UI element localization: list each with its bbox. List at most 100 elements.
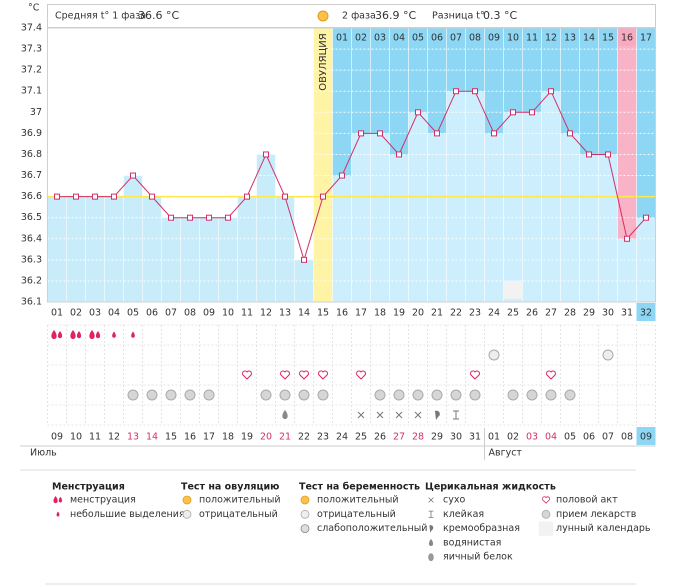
date: 09: [640, 432, 652, 443]
legend-item: слабоположительный: [317, 523, 427, 534]
drop: [112, 331, 116, 338]
y-tick-label: 36.9: [21, 128, 42, 139]
legend-item: водянистая: [443, 537, 501, 548]
legend-item: кремообразная: [443, 523, 520, 534]
pill: [260, 389, 272, 401]
heart: [546, 370, 556, 380]
date: 07: [602, 432, 614, 443]
icon-положительный: [300, 495, 310, 505]
pill: [127, 389, 139, 401]
cycle-day: 05: [127, 308, 139, 319]
dot: [300, 509, 310, 519]
legend-item: положительный: [317, 495, 399, 506]
phase2-label: 2 фаза: [342, 11, 376, 22]
icon-прием лекарств: [545, 389, 557, 401]
dot: [300, 524, 310, 533]
cycle-day: 03: [89, 308, 101, 319]
phase2-day: 08: [469, 33, 481, 44]
y-tick-label: 37.1: [21, 86, 42, 97]
date: 01: [488, 432, 500, 443]
temperature-point: [130, 172, 136, 179]
temperature-point: [263, 151, 269, 158]
legend-item: лунный календарь: [556, 523, 651, 534]
temperature-point: [567, 130, 573, 137]
legend-item: отрицательный: [199, 509, 278, 520]
icon-прием лекарств: [507, 389, 519, 401]
bar: [503, 112, 523, 302]
legend-item: менструация: [70, 495, 136, 506]
phase1-label: Средняя t° 1 фаза: [55, 11, 146, 22]
cycle-day: 31: [621, 308, 633, 319]
cycle-day: 01: [51, 308, 63, 319]
temperature-point: [624, 235, 630, 242]
cycle-day: 18: [374, 308, 386, 319]
legend-title: Тест на беременность: [299, 482, 420, 493]
phase2-day: 01: [336, 33, 348, 44]
icon-половой акт: [280, 370, 290, 380]
date: 26: [374, 432, 386, 443]
icon-водянистая: [282, 410, 288, 419]
icon-водянистая: [428, 538, 434, 547]
icon-отрицательный: [182, 509, 192, 519]
drop: [58, 496, 63, 503]
t: [453, 410, 459, 420]
date: 31: [469, 432, 481, 443]
heart: [470, 370, 480, 380]
icon-прием лекарств: [564, 389, 576, 401]
y-tick-label: 36.1: [21, 297, 42, 308]
icon-половой акт: [299, 370, 309, 380]
legend-item: прием лекарств: [556, 509, 637, 520]
month: Август: [489, 448, 523, 459]
current-date-box: [636, 427, 656, 445]
cycle-day: 20: [412, 308, 424, 319]
legend-item: отрицательный: [317, 509, 396, 520]
icon-сухо: [414, 411, 422, 419]
bar: [389, 154, 409, 302]
cycle-day: 06: [146, 308, 158, 319]
cycle-day: 13: [279, 308, 291, 319]
pill: [412, 389, 424, 401]
cycle-day: 23: [469, 308, 481, 319]
phase2-cell: [522, 28, 542, 46]
swirl: [429, 525, 434, 533]
icon-половой акт: [470, 370, 480, 380]
phase2-cell: [427, 28, 447, 46]
temperature-point: [111, 193, 117, 200]
legend-title: Менструация: [52, 482, 125, 493]
date: 22: [298, 432, 310, 443]
phase2-cell: [332, 28, 352, 46]
y-tick-label: 37.3: [21, 44, 42, 55]
dot: [182, 509, 192, 519]
date: 23: [317, 432, 329, 443]
icon-прием лекарств: [541, 509, 551, 519]
date: 09: [51, 432, 63, 443]
icon-менструация: [51, 330, 63, 339]
date: 27: [393, 432, 405, 443]
heart: [318, 370, 328, 380]
cycle-day: 14: [298, 308, 310, 319]
date: 17: [203, 432, 215, 443]
phase2-day: 09: [488, 33, 500, 44]
pill: [146, 389, 158, 401]
y-tick-label: 37.4: [21, 23, 42, 34]
y-tick-label: 36.2: [21, 275, 42, 286]
icon-прием лекарств: [431, 389, 443, 401]
phase2-day: 05: [412, 33, 424, 44]
phase2-cell: [408, 28, 428, 46]
date: 19: [241, 432, 253, 443]
date: 02: [507, 432, 519, 443]
legend-title: Церикальная жидкость: [425, 482, 556, 493]
icon-слабоположительный: [300, 524, 310, 533]
cycle-day: 08: [184, 308, 196, 319]
icon-кремообразная: [435, 410, 440, 420]
phase2-cell: [617, 28, 637, 46]
diff-value: 0.3 °C: [483, 9, 517, 22]
phase2-day: 13: [564, 33, 576, 44]
heart: [242, 370, 252, 380]
legend-item: сухо: [443, 495, 465, 506]
cycle-day: 12: [260, 308, 272, 319]
temperature-point: [206, 214, 212, 221]
drop: [56, 511, 60, 517]
temperature-point: [92, 193, 98, 200]
bar: [142, 196, 162, 302]
